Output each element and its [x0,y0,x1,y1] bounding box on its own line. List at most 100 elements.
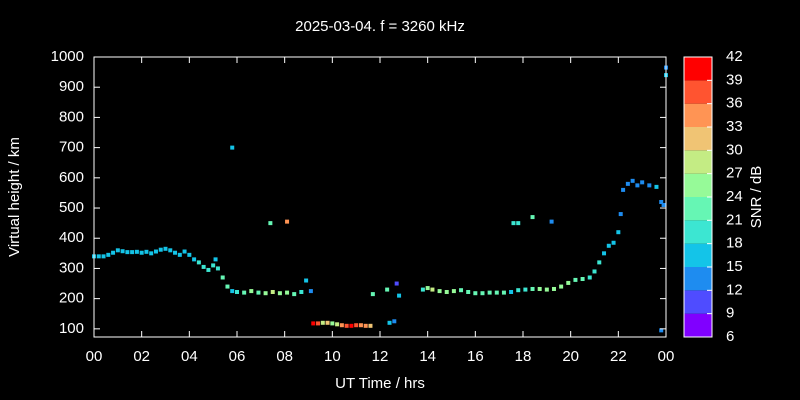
data-point [370,292,375,297]
data-point [640,180,645,185]
data-point [385,287,390,292]
colorbar-band [684,290,712,314]
data-point [206,267,211,272]
colorbar-band [684,173,712,197]
data-point [516,221,521,226]
colorbar-band [684,103,712,127]
data-point [153,249,158,254]
y-tick-label: 300 [59,259,84,276]
data-point [201,264,206,269]
data-point [530,215,535,220]
data-point [387,320,392,325]
data-point [630,178,635,183]
x-tick-label: 12 [372,348,389,365]
x-tick-label: 18 [515,348,532,365]
data-point [285,290,290,295]
data-point [349,323,354,328]
data-point [139,250,144,255]
data-point [173,250,178,255]
data-point [430,287,435,292]
data-point [444,289,449,294]
data-point [149,251,154,256]
data-point [213,257,218,262]
y-tick-label: 600 [59,169,84,186]
y-tick-label: 900 [59,78,84,95]
data-point [420,287,425,292]
y-tick-label: 100 [59,320,84,337]
colorbar-band [684,150,712,174]
data-point [344,323,349,328]
data-point [256,290,261,295]
data-point [225,284,230,289]
data-point [335,322,340,327]
y-tick-label: 800 [59,108,84,125]
data-point [602,251,607,256]
data-point [616,230,621,235]
y-tick-label: 1000 [51,48,84,65]
data-point [101,254,106,259]
data-point [437,289,442,294]
colorbar-label: SNR / dB [748,166,765,229]
data-point [606,243,611,248]
colorbar-tick-label: 39 [726,71,743,88]
y-tick-label: 400 [59,229,84,246]
data-point [494,290,499,295]
data-point [530,286,535,291]
data-point [511,221,516,226]
data-point [580,277,585,282]
data-point [215,266,220,271]
data-point [625,181,630,186]
data-point [130,250,135,255]
data-point [425,286,430,291]
data-point [120,249,125,254]
data-point [358,323,363,328]
data-point [473,291,478,296]
data-point [134,249,139,254]
data-point [466,289,471,294]
data-point [196,260,201,265]
data-point [537,286,542,291]
data-point [549,219,554,224]
data-point [115,248,120,253]
colorbar-tick-label: 12 [726,281,743,298]
data-point [177,252,182,257]
data-point [144,249,149,254]
data-point [330,321,335,326]
data-point [487,290,492,295]
colorbar-tick-label: 6 [726,328,734,345]
x-tick-label: 06 [229,348,246,365]
x-tick-label: 10 [324,348,341,365]
data-point [654,184,659,189]
x-tick-label: 00 [658,348,675,365]
data-point [597,260,602,265]
data-point [573,277,578,282]
data-point [647,183,652,188]
y-tick-label: 200 [59,290,84,307]
data-point [299,289,304,294]
data-point [158,247,163,252]
x-tick-label: 22 [610,348,627,365]
colorbar-tick-label: 15 [726,258,743,275]
data-point [501,290,506,295]
chart-title: 2025-03-04. f = 3260 kHz [295,18,465,35]
data-point [187,252,192,257]
data-point [559,284,564,289]
data-point [263,291,268,296]
data-point [566,280,571,285]
data-point [192,257,197,262]
data-point [618,212,623,217]
data-point [111,250,116,255]
data-point [292,292,297,297]
data-point [509,289,514,294]
x-tick-label: 08 [276,348,293,365]
data-point [230,289,235,294]
data-point [268,221,273,226]
data-point [659,199,664,204]
data-point [635,183,640,188]
data-point [621,187,626,192]
colorbar-tick-label: 27 [726,165,743,182]
data-point [211,263,216,268]
